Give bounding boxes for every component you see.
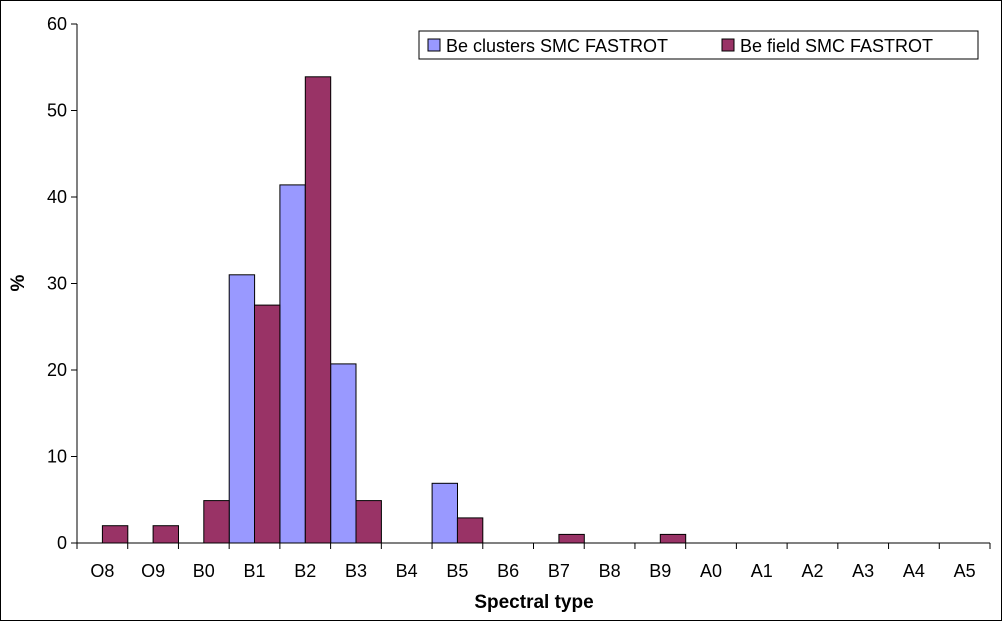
x-tick-label-a0: A0 [700,561,722,581]
legend-swatch-field [721,38,735,52]
bar-field-b2 [304,76,332,544]
bar-field-b9 [659,533,687,544]
bar-field-b3 [355,500,382,544]
bar-field-o8 [101,525,129,544]
x-tick-label-b6: B6 [497,561,519,581]
legend-swatch-clusters [427,38,441,52]
bar-field-o9 [152,525,180,544]
y-tick-label-30: 30 [47,274,67,294]
bar-field-b5 [456,517,484,544]
x-tick-label-b0: B0 [193,561,215,581]
x-tick-label-b4: B4 [396,561,418,581]
x-tick-label-a1: A1 [751,561,773,581]
bar-clusters-b3 [330,363,357,544]
x-tick-label-a4: A4 [903,561,925,581]
x-tick-label-b7: B7 [548,561,570,581]
x-tick-label-b2: B2 [294,561,316,581]
bar-clusters-b2 [279,184,306,544]
y-tick-label-40: 40 [47,187,67,207]
bar-field-b1 [254,304,281,544]
x-tick-label-a5: A5 [954,561,976,581]
axes-layer: 0 10 20 30 40 50 60 O8 O9 B0 B1 B2 B3 B4 B5 B6 B7 B8 B9 A0 A… [47,14,991,581]
legend: Be clusters SMC FASTROT Be field SMC FAS… [418,30,979,60]
bars-layer [101,76,687,544]
legend-label-clusters: Be clusters SMC FASTROT [446,36,668,56]
y-tick-label-10: 10 [47,447,67,467]
legend-box [418,30,979,60]
bar-field-b7 [558,533,585,544]
x-tick-label-b1: B1 [244,561,266,581]
x-tick-label-b3: B3 [345,561,367,581]
x-tick-label-b9: B9 [649,561,671,581]
bar-field-b0 [203,500,230,544]
y-tick-label-0: 0 [57,533,67,553]
x-tick-label-a3: A3 [852,561,874,581]
y-axis-title: % [8,274,29,291]
x-tick-label-o8: O8 [90,561,114,581]
bar-clusters-b1 [228,274,256,544]
y-tick-label-20: 20 [47,360,67,380]
x-tick-label-b8: B8 [599,561,621,581]
x-axis-title: Spectral type [474,592,593,613]
x-tick-label-b5: B5 [446,561,468,581]
y-tick-label-60: 60 [47,14,67,34]
x-tick-label-a2: A2 [801,561,823,581]
legend-label-field: Be field SMC FASTROT [740,36,933,56]
bar-clusters-b5 [431,482,459,544]
y-tick-label-50: 50 [47,101,67,121]
x-tick-label-o9: O9 [141,561,165,581]
